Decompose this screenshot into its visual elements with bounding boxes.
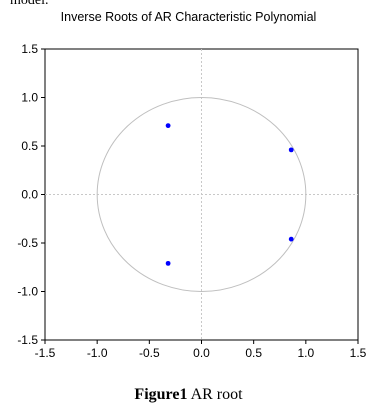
chart-title: Inverse Roots of AR Characteristic Polyn… — [60, 10, 317, 24]
x-tick-label: -0.5 — [139, 346, 160, 360]
y-tick-label: 1.0 — [21, 91, 38, 105]
x-tick-label: 1.0 — [297, 346, 314, 360]
root-point — [288, 236, 294, 242]
unit-circle — [96, 97, 307, 292]
x-tick-label: 0.5 — [245, 346, 262, 360]
text-fragment: model. — [10, 0, 49, 8]
y-tick-label: 0.5 — [21, 139, 38, 153]
x-tick-label: -1.0 — [87, 346, 108, 360]
caption-text: AR root — [187, 386, 243, 403]
x-tick-label: -1.5 — [35, 346, 56, 360]
y-tick-label: 0.0 — [21, 188, 38, 202]
root-point — [165, 260, 171, 266]
y-tick-label: -1.0 — [17, 285, 38, 299]
caption-label: Figure1 — [134, 386, 188, 403]
x-tick-label: 0.0 — [193, 346, 210, 360]
y-tick-label: -0.5 — [17, 236, 38, 250]
x-tick-label: 1.5 — [350, 346, 367, 360]
y-tick-label: -1.5 — [17, 333, 38, 347]
root-point — [288, 147, 294, 153]
figure-caption: Figure1 AR root — [0, 386, 377, 404]
root-point — [165, 123, 171, 129]
y-tick-label: 1.5 — [21, 42, 38, 56]
